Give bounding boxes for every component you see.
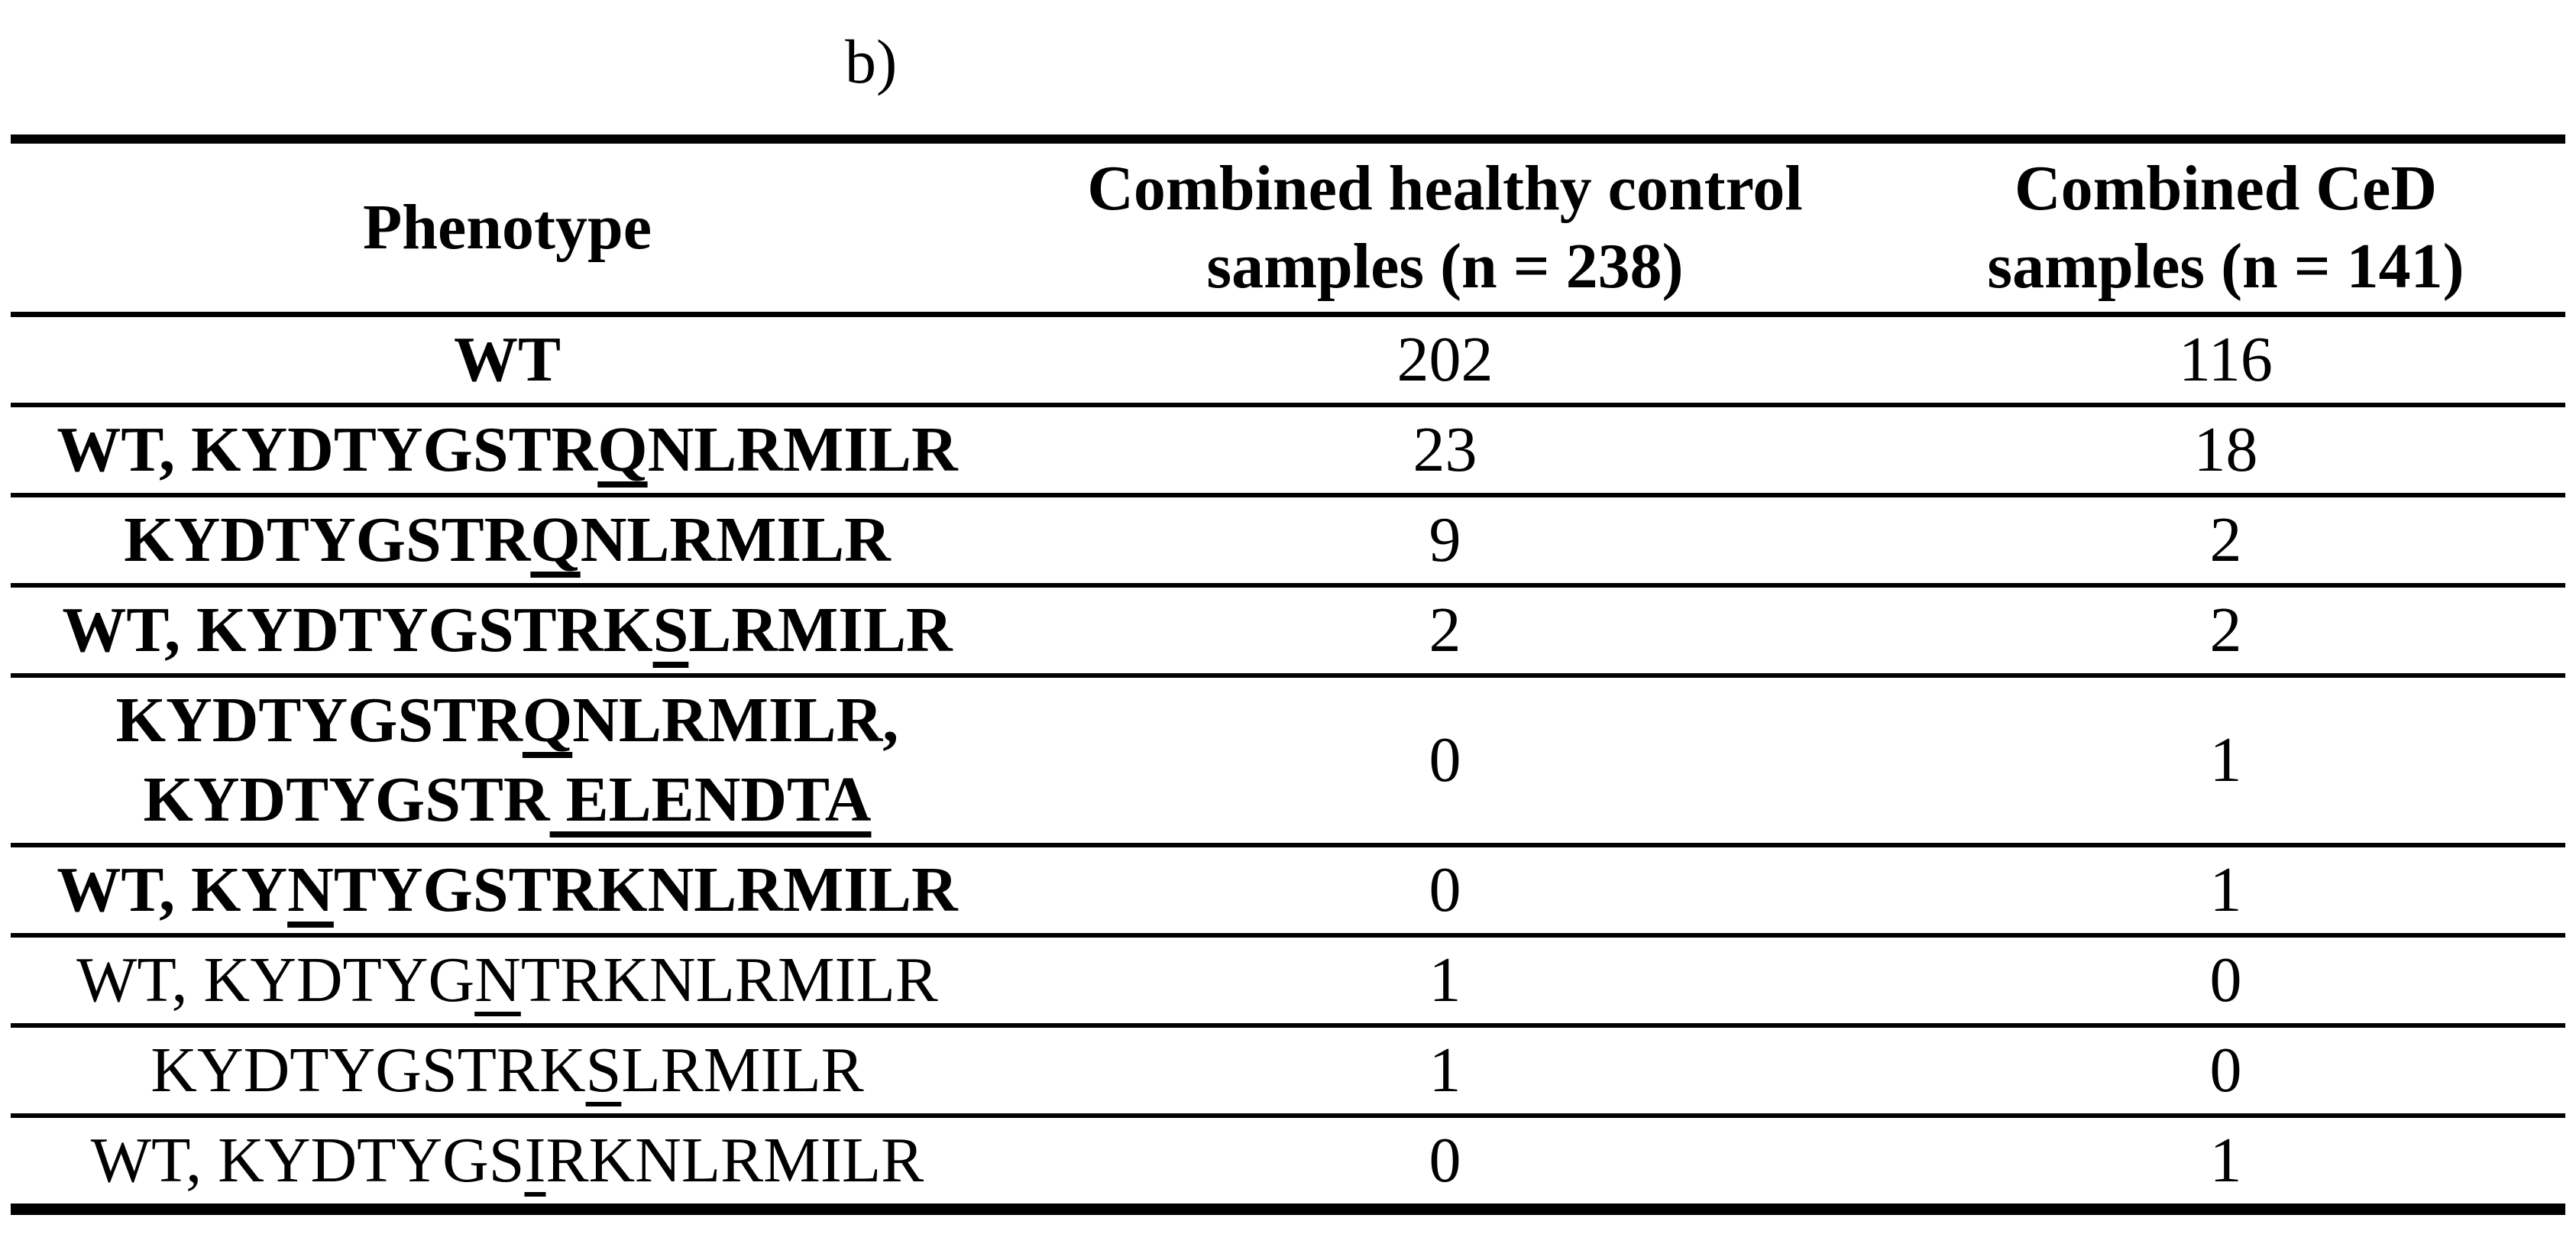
healthy-count-cell: 23: [1413, 414, 1477, 485]
healthy-count-cell: 202: [1396, 324, 1493, 395]
phenotype-line: WT: [11, 320, 1004, 400]
ced-header-line1: Combined CeD: [2014, 153, 2437, 224]
ced-count-cell: 1: [2209, 854, 2242, 925]
phenotype-segment: NLRMILR: [580, 504, 891, 575]
phenotype-line: WT, KYDTYGSTRKSLRMILR: [11, 591, 1004, 670]
phenotype-segment-underlined: ELENDTA: [549, 764, 872, 835]
phenotype-segment: NLRMILR,: [572, 685, 899, 756]
table-row: WT, KYDTYGSTRKSLRMILR 2 2: [11, 585, 2565, 675]
phenotype-cell: WT, KYDTYGSTRQNLRMILR: [11, 405, 1004, 495]
ced-count-cell: 1: [2209, 724, 2242, 795]
phenotype-segment: WT, KYDTYGSTRK: [62, 594, 653, 666]
phenotype-segment: KYDTYGSTRK: [150, 1035, 586, 1106]
phenotype-line: KYDTYGSTRKSLRMILR: [11, 1031, 1004, 1110]
phenotype-cell: KYDTYGSTRQNLRMILR, KYDTYGSTR ELENDTA: [11, 675, 1004, 845]
table-row: KYDTYGSTRQNLRMILR 9 2: [11, 495, 2565, 585]
phenotype-line: WT, KYDTYGNTRKNLRMILR: [11, 941, 1004, 1020]
ced-count-cell: 0: [2209, 1035, 2242, 1106]
phenotype-segment: TYGSTRKNLRMILR: [333, 854, 958, 925]
phenotype-line: WT, KYNTYGSTRKNLRMILR: [11, 850, 1004, 930]
phenotype-segment: NLRMILR: [647, 414, 958, 485]
phenotype-segment: WT, KYDTYGSTR: [57, 414, 598, 485]
healthy-count-cell: 2: [1429, 594, 1461, 666]
ced-column-header: Combined CeD samples (n = 141): [1886, 139, 2565, 315]
phenotype-segment-underlined: N: [287, 854, 334, 925]
table-row: WT, KYDTYGSTRQNLRMILR 23 18: [11, 405, 2565, 495]
phenotype-line: KYDTYGSTR ELENDTA: [11, 760, 1004, 840]
phenotype-cell: WT, KYDTYGSTRKSLRMILR: [11, 585, 1004, 675]
phenotype-cell: KYDTYGSTRKSLRMILR: [11, 1025, 1004, 1116]
table-row: KYDTYGSTRQNLRMILR, KYDTYGSTR ELENDTA 0 1: [11, 675, 2565, 845]
phenotype-line: KYDTYGSTRQNLRMILR: [11, 501, 1004, 580]
phenotype-cell: WT, KYDTYGSIRKNLRMILR: [11, 1116, 1004, 1210]
ced-count-cell: 2: [2209, 594, 2242, 666]
phenotype-segment-underlined: Q: [530, 504, 581, 575]
phenotype-segment: LRMILR: [688, 594, 953, 666]
healthy-count-cell: 9: [1429, 504, 1461, 575]
phenotype-cell: WT: [11, 315, 1004, 406]
phenotype-line: KYDTYGSTRQNLRMILR,: [11, 681, 1004, 760]
phenotype-segment-underlined: S: [652, 594, 689, 666]
ced-count-cell: 1: [2209, 1125, 2242, 1196]
healthy-count-cell: 0: [1429, 854, 1461, 925]
healthy-header-line1: Combined healthy control: [1087, 153, 1803, 224]
phenotype-segment: KYDTYGSTR: [143, 764, 550, 835]
figure-label: b): [845, 27, 898, 96]
table-row: WT, KYDTYGSIRKNLRMILR 0 1: [11, 1116, 2565, 1210]
phenotype-line: WT, KYDTYGSIRKNLRMILR: [11, 1121, 1004, 1200]
phenotype-segment: LRMILR: [621, 1035, 864, 1106]
phenotype-segment-underlined: I: [524, 1125, 546, 1196]
healthy-column-header: Combined healthy control samples (n = 23…: [1004, 139, 1886, 315]
ced-count-cell: 116: [2179, 324, 2273, 395]
phenotype-column-header: Phenotype: [11, 139, 1004, 315]
table-row: KYDTYGSTRKSLRMILR 1 0: [11, 1025, 2565, 1116]
phenotype-segment: TRKNLRMILR: [520, 944, 938, 1016]
ced-header-line2: samples (n = 141): [1987, 231, 2464, 302]
table-row: WT 202 116: [11, 315, 2565, 406]
phenotype-segment: WT, KYDTYGS: [90, 1125, 525, 1196]
phenotype-line: WT, KYDTYGSTRQNLRMILR: [11, 410, 1004, 490]
healthy-count-cell: 1: [1429, 944, 1461, 1016]
phenotype-cell: WT, KYDTYGNTRKNLRMILR: [11, 935, 1004, 1025]
ced-count-cell: 18: [2193, 414, 2258, 485]
healthy-count-cell: 0: [1429, 1125, 1461, 1196]
header-row: Phenotype Combined healthy control sampl…: [11, 139, 2565, 315]
ced-count-cell: 0: [2209, 944, 2242, 1016]
phenotype-table: Phenotype Combined healthy control sampl…: [11, 134, 2565, 1215]
table-body: WT 202 116 WT, KYDTYGSTRQNLRMILR 23 18 KYDTYGS…: [11, 315, 2565, 1210]
phenotype-segment: RKNLRMILR: [545, 1125, 924, 1196]
phenotype-header-label: Phenotype: [363, 192, 652, 263]
phenotype-segment-underlined: S: [585, 1035, 622, 1106]
phenotype-segment: WT, KY: [57, 854, 288, 925]
healthy-header-line2: samples (n = 238): [1206, 231, 1684, 302]
ced-count-cell: 2: [2209, 504, 2242, 575]
healthy-count-cell: 1: [1429, 1035, 1461, 1106]
table-header: Phenotype Combined healthy control sampl…: [11, 139, 2565, 315]
phenotype-segment: WT: [453, 324, 561, 395]
phenotype-cell: WT, KYNTYGSTRKNLRMILR: [11, 845, 1004, 935]
table-row: WT, KYNTYGSTRKNLRMILR 0 1: [11, 845, 2565, 935]
phenotype-cell: KYDTYGSTRQNLRMILR: [11, 495, 1004, 585]
phenotype-segment: KYDTYGSTR: [115, 685, 523, 756]
phenotype-segment-underlined: Q: [597, 414, 648, 485]
table-row: WT, KYDTYGNTRKNLRMILR 1 0: [11, 935, 2565, 1025]
phenotype-segment: WT, KYDTYG: [76, 944, 475, 1016]
phenotype-segment-underlined: N: [474, 944, 521, 1016]
healthy-count-cell: 0: [1429, 724, 1461, 795]
phenotype-segment: KYDTYGSTR: [124, 504, 531, 575]
phenotype-segment-underlined: Q: [522, 685, 573, 756]
